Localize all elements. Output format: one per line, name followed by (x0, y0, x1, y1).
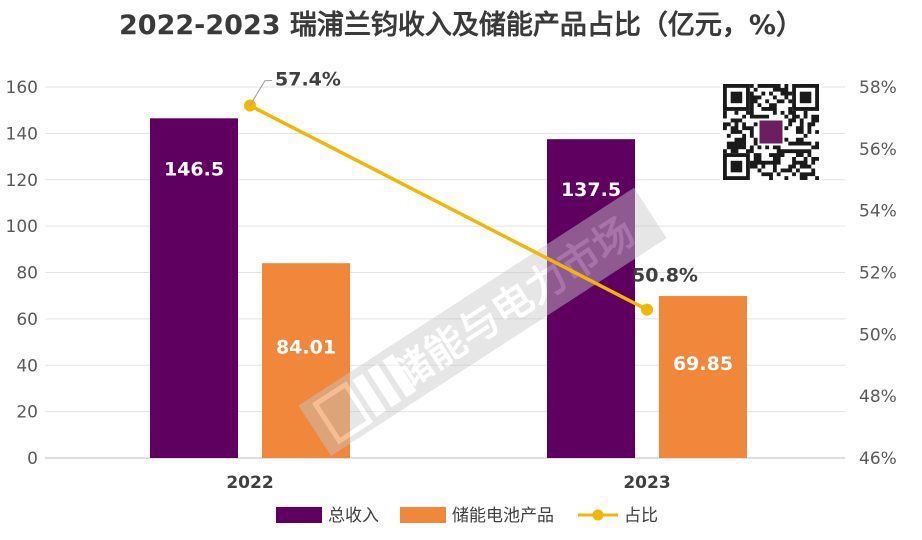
chart-title: 2022-2023 瑞浦兰钧收入及储能产品占比（亿元，%） (119, 9, 803, 41)
right-y-axis: 46% 48% 50% 52% 54% 56% 58% (859, 78, 897, 469)
legend-marker (592, 509, 604, 521)
right-tick-label: 54% (859, 202, 897, 222)
ratio-label-leader (249, 79, 272, 106)
ratio-line-path (249, 103, 648, 312)
qr-finder (722, 153, 750, 180)
x-tick-label: 2022 (226, 473, 273, 493)
left-tick-label: 120 (6, 171, 38, 191)
bar-data-label: 137.5 (561, 179, 621, 201)
bar-data-label: 84.01 (276, 337, 336, 359)
right-tick-label: 52% (859, 264, 897, 284)
legend-label: 占比 (624, 506, 658, 526)
watermark-logo-icon (311, 354, 417, 445)
ratio-point-2023 (641, 303, 653, 316)
qr-modules (723, 84, 819, 180)
x-axis: 2022 2023 (226, 473, 670, 493)
left-tick-label: 80 (16, 264, 38, 284)
x-tick-label: 2023 (623, 473, 670, 493)
right-tick-label: 56% (859, 140, 897, 160)
right-tick-label: 58% (859, 78, 897, 98)
legend-swatch-0 (276, 507, 322, 523)
left-tick-label: 60 (16, 310, 38, 330)
bar-total-revenue-2022 (150, 118, 238, 458)
right-tick-label: 50% (859, 325, 897, 345)
bar-storage-battery-2022 (262, 263, 350, 458)
bars (150, 118, 747, 458)
data-labels: 146.5 137.5 84.01 69.85 57.4% 50.8% (164, 69, 733, 375)
ratio-line (244, 79, 653, 316)
qr-finder (722, 83, 750, 111)
qr-finder (792, 83, 819, 111)
watermark-band (298, 187, 667, 456)
left-tick-label: 100 (6, 217, 38, 237)
left-y-axis: 0 20 40 60 80 100 120 140 160 (6, 78, 38, 469)
legend: 总收入 储能电池产品 占比 (276, 506, 658, 526)
qr-finder-center (730, 160, 743, 173)
qr-finder-center (799, 91, 812, 104)
bar-total-revenue-2023 (547, 139, 635, 458)
qr-center-logo-icon (759, 120, 783, 144)
right-tick-label: 48% (859, 387, 897, 407)
bar-storage-battery-2023 (659, 296, 747, 458)
legend-label: 总收入 (328, 506, 379, 526)
legend-label: 储能电池产品 (452, 506, 554, 526)
legend-swatch-1 (400, 507, 446, 523)
right-tick-label: 46% (859, 449, 897, 469)
qr-finder-center (730, 91, 743, 104)
bar-data-label: 69.85 (673, 353, 733, 375)
left-tick-label: 140 (6, 124, 38, 144)
left-tick-label: 40 (16, 356, 38, 376)
left-tick-label: 0 (27, 449, 38, 469)
left-tick-label: 20 (16, 403, 38, 423)
ratio-data-label: 57.4% (275, 69, 341, 91)
bar-data-label: 146.5 (164, 158, 224, 180)
ratio-data-label: 50.8% (632, 265, 698, 287)
left-tick-label: 160 (6, 78, 38, 98)
qr-code[interactable] (720, 81, 822, 183)
